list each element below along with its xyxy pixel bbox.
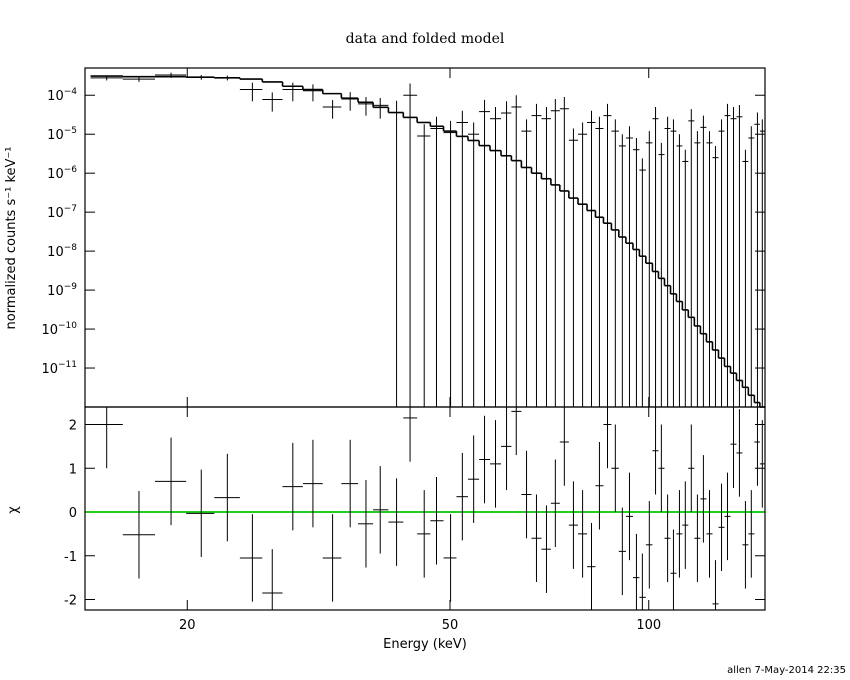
y-tick-label: -1 [64,550,77,565]
y-tick-label: 1 [69,462,77,477]
x-tick-label: 50 [442,618,459,633]
x-axis-label: Energy (keV) [383,637,467,652]
x-tick-label: 20 [179,618,196,633]
y-axis-label: χ [6,506,21,514]
y-tick-label: 0 [69,506,77,521]
x-tick-label: 100 [636,618,661,633]
y-axis-label: normalized counts s⁻¹ keV⁻¹ [4,147,19,330]
footer: allen 7-May-2014 22:35 [727,665,846,676]
chart-title: data and folded model [346,31,505,47]
y-tick-label: -2 [64,594,77,609]
plot-frame [84,406,766,611]
y-tick-label: 2 [69,419,77,434]
